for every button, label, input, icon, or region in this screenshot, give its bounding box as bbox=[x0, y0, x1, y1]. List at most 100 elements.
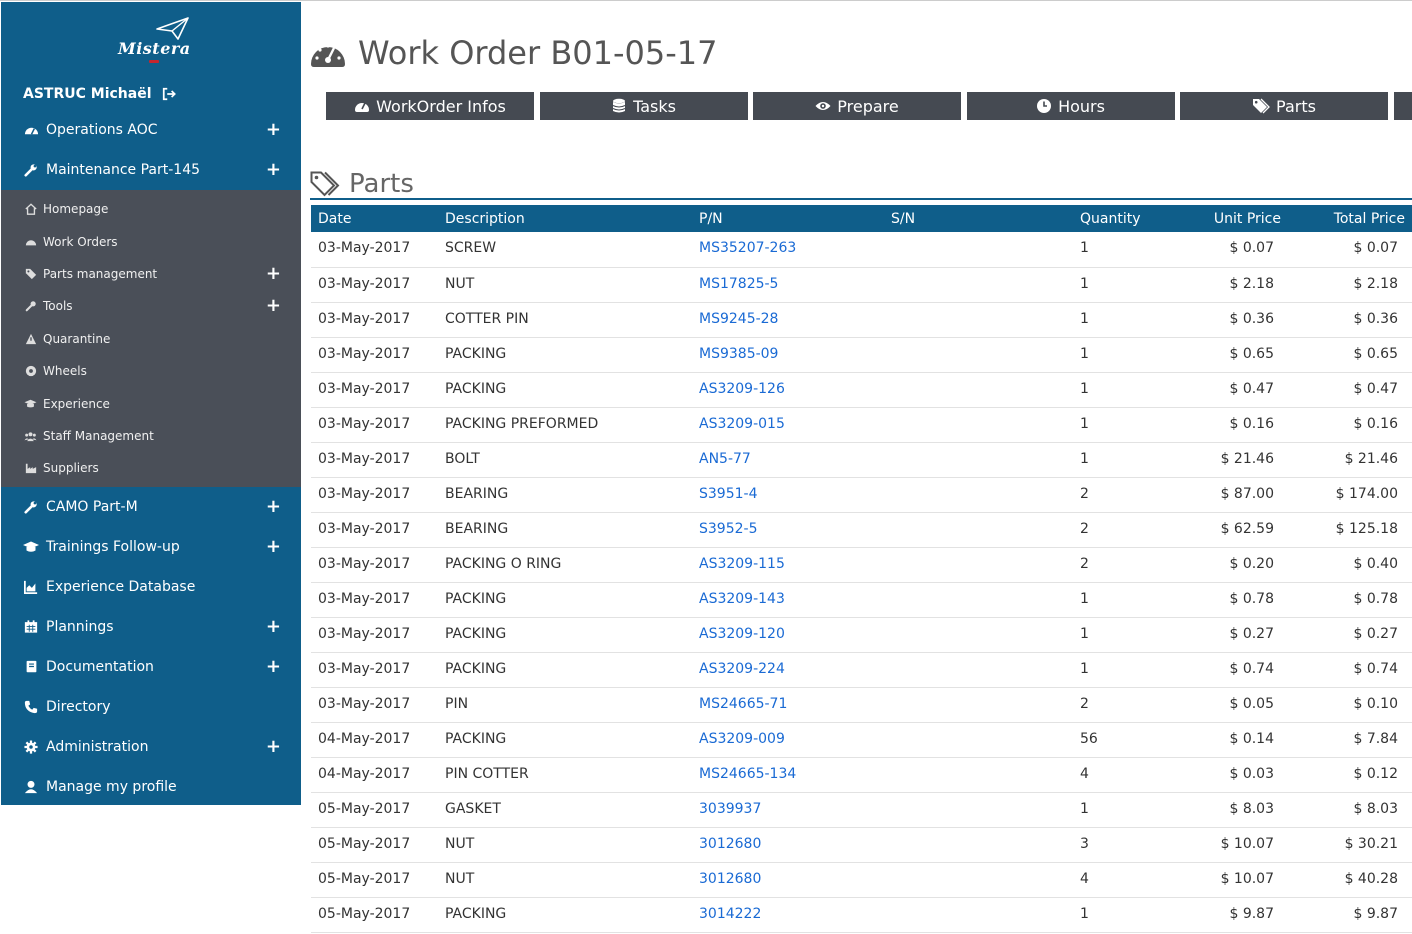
col-header-unit-price[interactable]: Unit Price bbox=[1213, 210, 1281, 227]
col-header-sn[interactable]: S/N bbox=[891, 210, 916, 227]
expand-plus-icon[interactable]: + bbox=[265, 615, 281, 637]
cell-pn[interactable]: AS3209-009 bbox=[692, 722, 884, 757]
sub-item-parts-management[interactable]: Parts management + bbox=[1, 258, 301, 290]
nav-item-trainings[interactable]: Trainings Follow-up + bbox=[1, 527, 301, 567]
logout-icon[interactable] bbox=[162, 87, 176, 101]
expand-plus-icon[interactable]: + bbox=[265, 735, 281, 757]
part-number-link[interactable]: AS3209-224 bbox=[699, 660, 785, 677]
part-number-link[interactable]: S3952-5 bbox=[699, 520, 758, 537]
expand-plus-icon[interactable]: + bbox=[265, 159, 281, 180]
part-number-link[interactable]: AS3209-009 bbox=[699, 730, 785, 747]
cell-pn[interactable]: 3012680 bbox=[692, 827, 884, 862]
cell-quantity: 2 bbox=[1080, 695, 1089, 712]
sub-item-staff-management[interactable]: Staff Management bbox=[1, 420, 301, 452]
cell-quantity: 1 bbox=[1080, 240, 1089, 256]
cell-pn[interactable]: AS3209-115 bbox=[692, 547, 884, 582]
tab-more[interactable] bbox=[1393, 92, 1412, 120]
cell-pn[interactable]: MS9385-09 bbox=[692, 337, 884, 372]
cell-pn[interactable]: 3012680 bbox=[692, 862, 884, 897]
expand-plus-icon[interactable]: + bbox=[265, 495, 281, 517]
cell-quantity: 4 bbox=[1080, 765, 1089, 782]
cell-description: PACKING bbox=[445, 625, 507, 642]
expand-plus-icon[interactable]: + bbox=[265, 262, 281, 284]
table-row: 03-May-2017 PACKING PREFORMED AS3209-015 1 $… bbox=[311, 407, 1412, 442]
part-number-link[interactable]: AN5-77 bbox=[699, 450, 751, 467]
expand-plus-icon[interactable]: + bbox=[265, 535, 281, 557]
user-name: ASTRUC Michaël bbox=[23, 85, 152, 102]
col-header-pn[interactable]: P/N bbox=[699, 210, 723, 227]
cell-pn[interactable]: AS3209-224 bbox=[692, 652, 884, 687]
cell-pn[interactable]: S3952-5 bbox=[692, 512, 884, 547]
nav-item-plannings[interactable]: Plannings + bbox=[1, 607, 301, 647]
nav-item-camo[interactable]: CAMO Part-M + bbox=[1, 487, 301, 527]
part-number-link[interactable]: MS17825-5 bbox=[699, 275, 779, 292]
cell-pn[interactable]: AS3209-126 bbox=[692, 372, 884, 407]
tab-hours[interactable]: Hours bbox=[966, 92, 1175, 120]
user-profile-link[interactable]: ASTRUC Michaël bbox=[1, 77, 301, 110]
part-number-link[interactable]: MS24665-134 bbox=[699, 765, 797, 782]
cell-sn bbox=[884, 582, 1073, 617]
tab-prepare[interactable]: Prepare bbox=[753, 92, 961, 120]
part-number-link[interactable]: AS3209-015 bbox=[699, 415, 785, 432]
nav-item-administration[interactable]: Administration + bbox=[1, 727, 301, 767]
col-header-quantity[interactable]: Quantity bbox=[1080, 210, 1141, 227]
cell-quantity: 1 bbox=[1080, 275, 1089, 292]
page-title: Work Order B01-05-17 bbox=[310, 31, 718, 75]
part-number-link[interactable]: AS3209-126 bbox=[699, 380, 785, 397]
cell-pn[interactable]: 3039937 bbox=[692, 792, 884, 827]
tab-workorder-infos[interactable]: WorkOrder Infos bbox=[326, 92, 534, 120]
col-header-total-price[interactable]: Total Price bbox=[1333, 210, 1405, 227]
cell-pn[interactable]: MS9245-28 bbox=[692, 302, 884, 337]
sub-item-quarantine[interactable]: Quarantine bbox=[1, 323, 301, 355]
tab-tasks[interactable]: Tasks bbox=[539, 92, 748, 120]
nav-item-manage-profile[interactable]: Manage my profile bbox=[1, 767, 301, 807]
cell-total-price: $ 0.47 bbox=[1353, 380, 1398, 397]
part-number-link[interactable]: MS35207-263 bbox=[699, 240, 797, 256]
sub-item-suppliers[interactable]: Suppliers bbox=[1, 452, 301, 484]
cell-pn[interactable]: MS24665-71 bbox=[692, 687, 884, 722]
sub-item-experience[interactable]: Experience bbox=[1, 387, 301, 419]
part-number-link[interactable]: MS9245-28 bbox=[699, 310, 779, 327]
col-header-date[interactable]: Date bbox=[318, 210, 352, 227]
book-icon bbox=[23, 659, 39, 675]
sub-item-tools[interactable]: Tools + bbox=[1, 290, 301, 322]
part-number-link[interactable]: AS3209-143 bbox=[699, 590, 785, 607]
cell-description: PIN bbox=[445, 695, 469, 712]
table-row: 05-May-2017 PACKING 3014222 1 $ 9.87 $ 9.87 bbox=[311, 897, 1412, 932]
expand-plus-icon[interactable]: + bbox=[265, 119, 281, 140]
part-number-link[interactable]: MS24665-71 bbox=[699, 695, 788, 712]
nav-item-directory[interactable]: Directory bbox=[1, 687, 301, 727]
nav-item-documentation[interactable]: Documentation + bbox=[1, 647, 301, 687]
nav-item-operations[interactable]: Operations AOC + bbox=[1, 110, 301, 150]
expand-plus-icon[interactable]: + bbox=[265, 655, 281, 677]
part-number-link[interactable]: S3951-4 bbox=[699, 485, 758, 502]
cell-pn[interactable]: AS3209-015 bbox=[692, 407, 884, 442]
cell-pn[interactable]: AN5-77 bbox=[692, 442, 884, 477]
cell-pn[interactable]: MS17825-5 bbox=[692, 267, 884, 302]
sub-item-wheels[interactable]: Wheels bbox=[1, 355, 301, 387]
cell-unit-price: $ 0.74 bbox=[1229, 660, 1274, 677]
part-number-link[interactable]: 3012680 bbox=[699, 870, 762, 887]
cell-pn[interactable]: AS3209-120 bbox=[692, 617, 884, 652]
nav-item-experience-database[interactable]: Experience Database bbox=[1, 567, 301, 607]
part-number-link[interactable]: AS3209-120 bbox=[699, 625, 785, 642]
cell-quantity: 1 bbox=[1080, 800, 1089, 817]
logo[interactable]: Mistera bbox=[1, 2, 301, 77]
tab-parts[interactable]: Parts bbox=[1180, 92, 1388, 120]
part-number-link[interactable]: 3039937 bbox=[699, 800, 762, 817]
nav-item-maintenance[interactable]: Maintenance Part-145 + bbox=[1, 150, 301, 190]
area-chart-icon bbox=[23, 579, 39, 595]
part-number-link[interactable]: 3014222 bbox=[699, 905, 762, 922]
cell-pn[interactable]: MS35207-263 bbox=[692, 232, 884, 267]
sub-item-homepage[interactable]: Homepage bbox=[1, 193, 301, 225]
cell-pn[interactable]: MS24665-134 bbox=[692, 757, 884, 792]
cell-pn[interactable]: 3014222 bbox=[692, 897, 884, 932]
cell-pn[interactable]: S3951-4 bbox=[692, 477, 884, 512]
sub-item-work-orders[interactable]: Work Orders bbox=[1, 225, 301, 257]
col-header-description[interactable]: Description bbox=[445, 210, 525, 227]
cell-pn[interactable]: AS3209-143 bbox=[692, 582, 884, 617]
part-number-link[interactable]: AS3209-115 bbox=[699, 555, 785, 572]
expand-plus-icon[interactable]: + bbox=[265, 295, 281, 317]
part-number-link[interactable]: MS9385-09 bbox=[699, 345, 779, 362]
part-number-link[interactable]: 3012680 bbox=[699, 835, 762, 852]
